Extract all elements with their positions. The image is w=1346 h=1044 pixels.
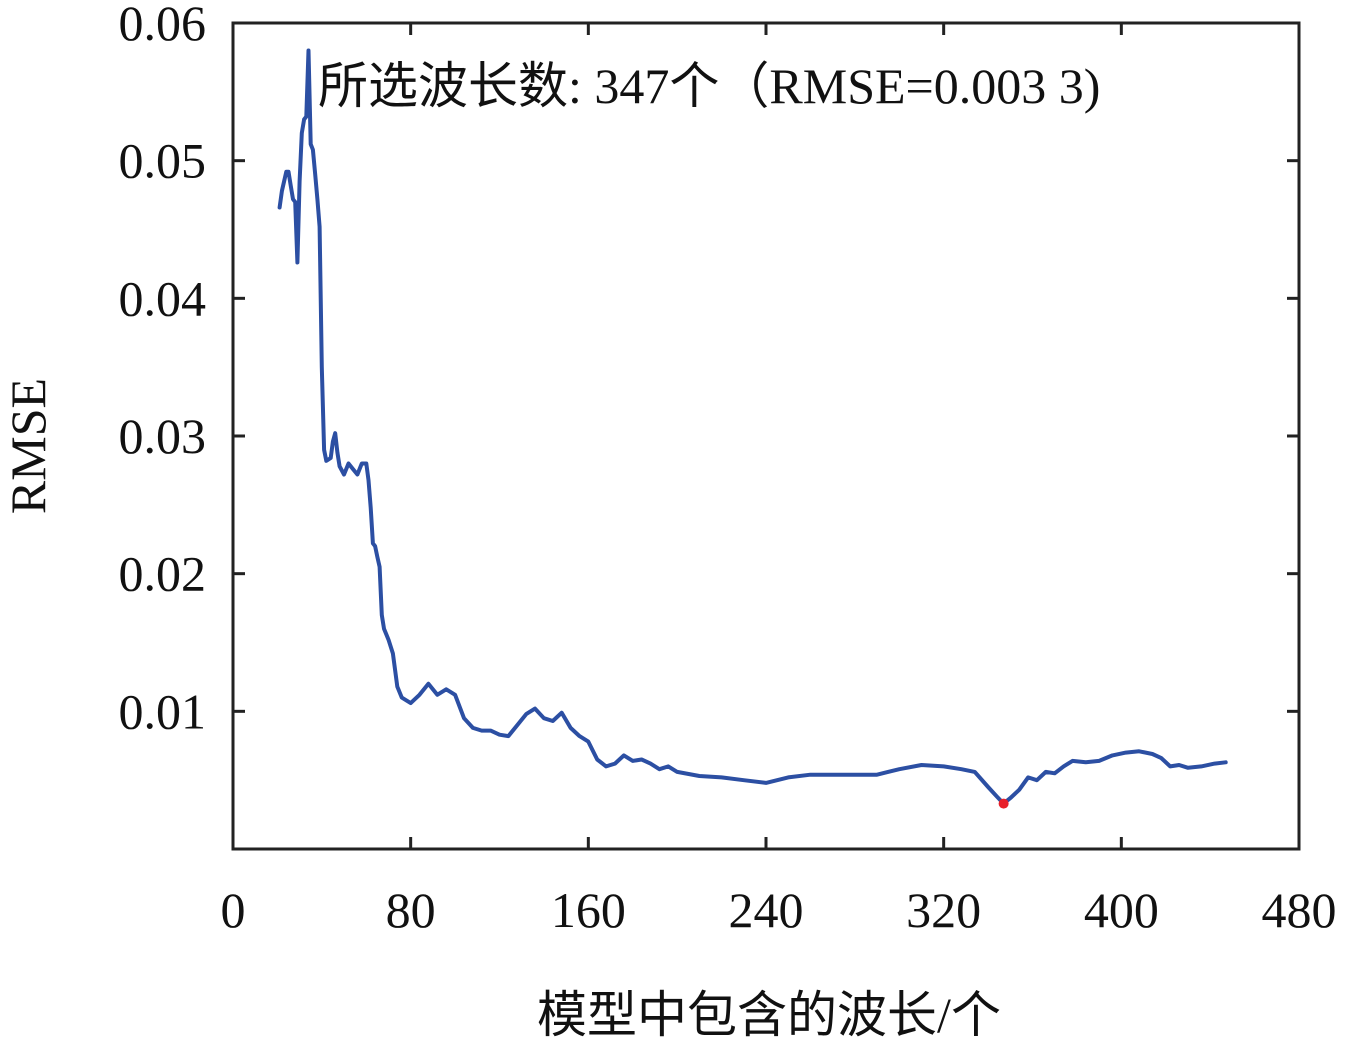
min-rmse-point [998,798,1009,809]
series-layer [277,48,1228,809]
y-tick-label: 0.05 [119,133,207,189]
y-tick-label: 0.04 [119,270,207,326]
y-tick-label: 0.01 [119,683,207,739]
tick-labels: 0 80 160 240 320 400 480 0.01 0.02 0.03 0.04 0.05 0.… [119,0,1337,938]
axis-ticks [231,21,1301,849]
x-tick-label: 480 [1262,882,1337,938]
y-tick-label: 0.03 [119,408,207,464]
x-tick-label: 320 [906,882,981,938]
x-tick-label: 400 [1084,882,1159,938]
x-tick-label: 240 [729,882,804,938]
x-tick-label: 160 [551,882,626,938]
x-tick-label: 0 [221,882,246,938]
rmse-series-line [277,48,1228,806]
x-axis-title: 模型中包含的波长/个 [537,987,1001,1043]
y-tick-label: 0.02 [119,546,207,602]
x-tick-label: 80 [386,882,436,938]
y-tick-label: 0.06 [119,0,207,51]
annotation-label: 所选波长数: 347个（RMSE=0.003 3) [318,58,1100,114]
plot-frame [231,21,1301,851]
y-axis-title: RMSE [0,378,56,514]
